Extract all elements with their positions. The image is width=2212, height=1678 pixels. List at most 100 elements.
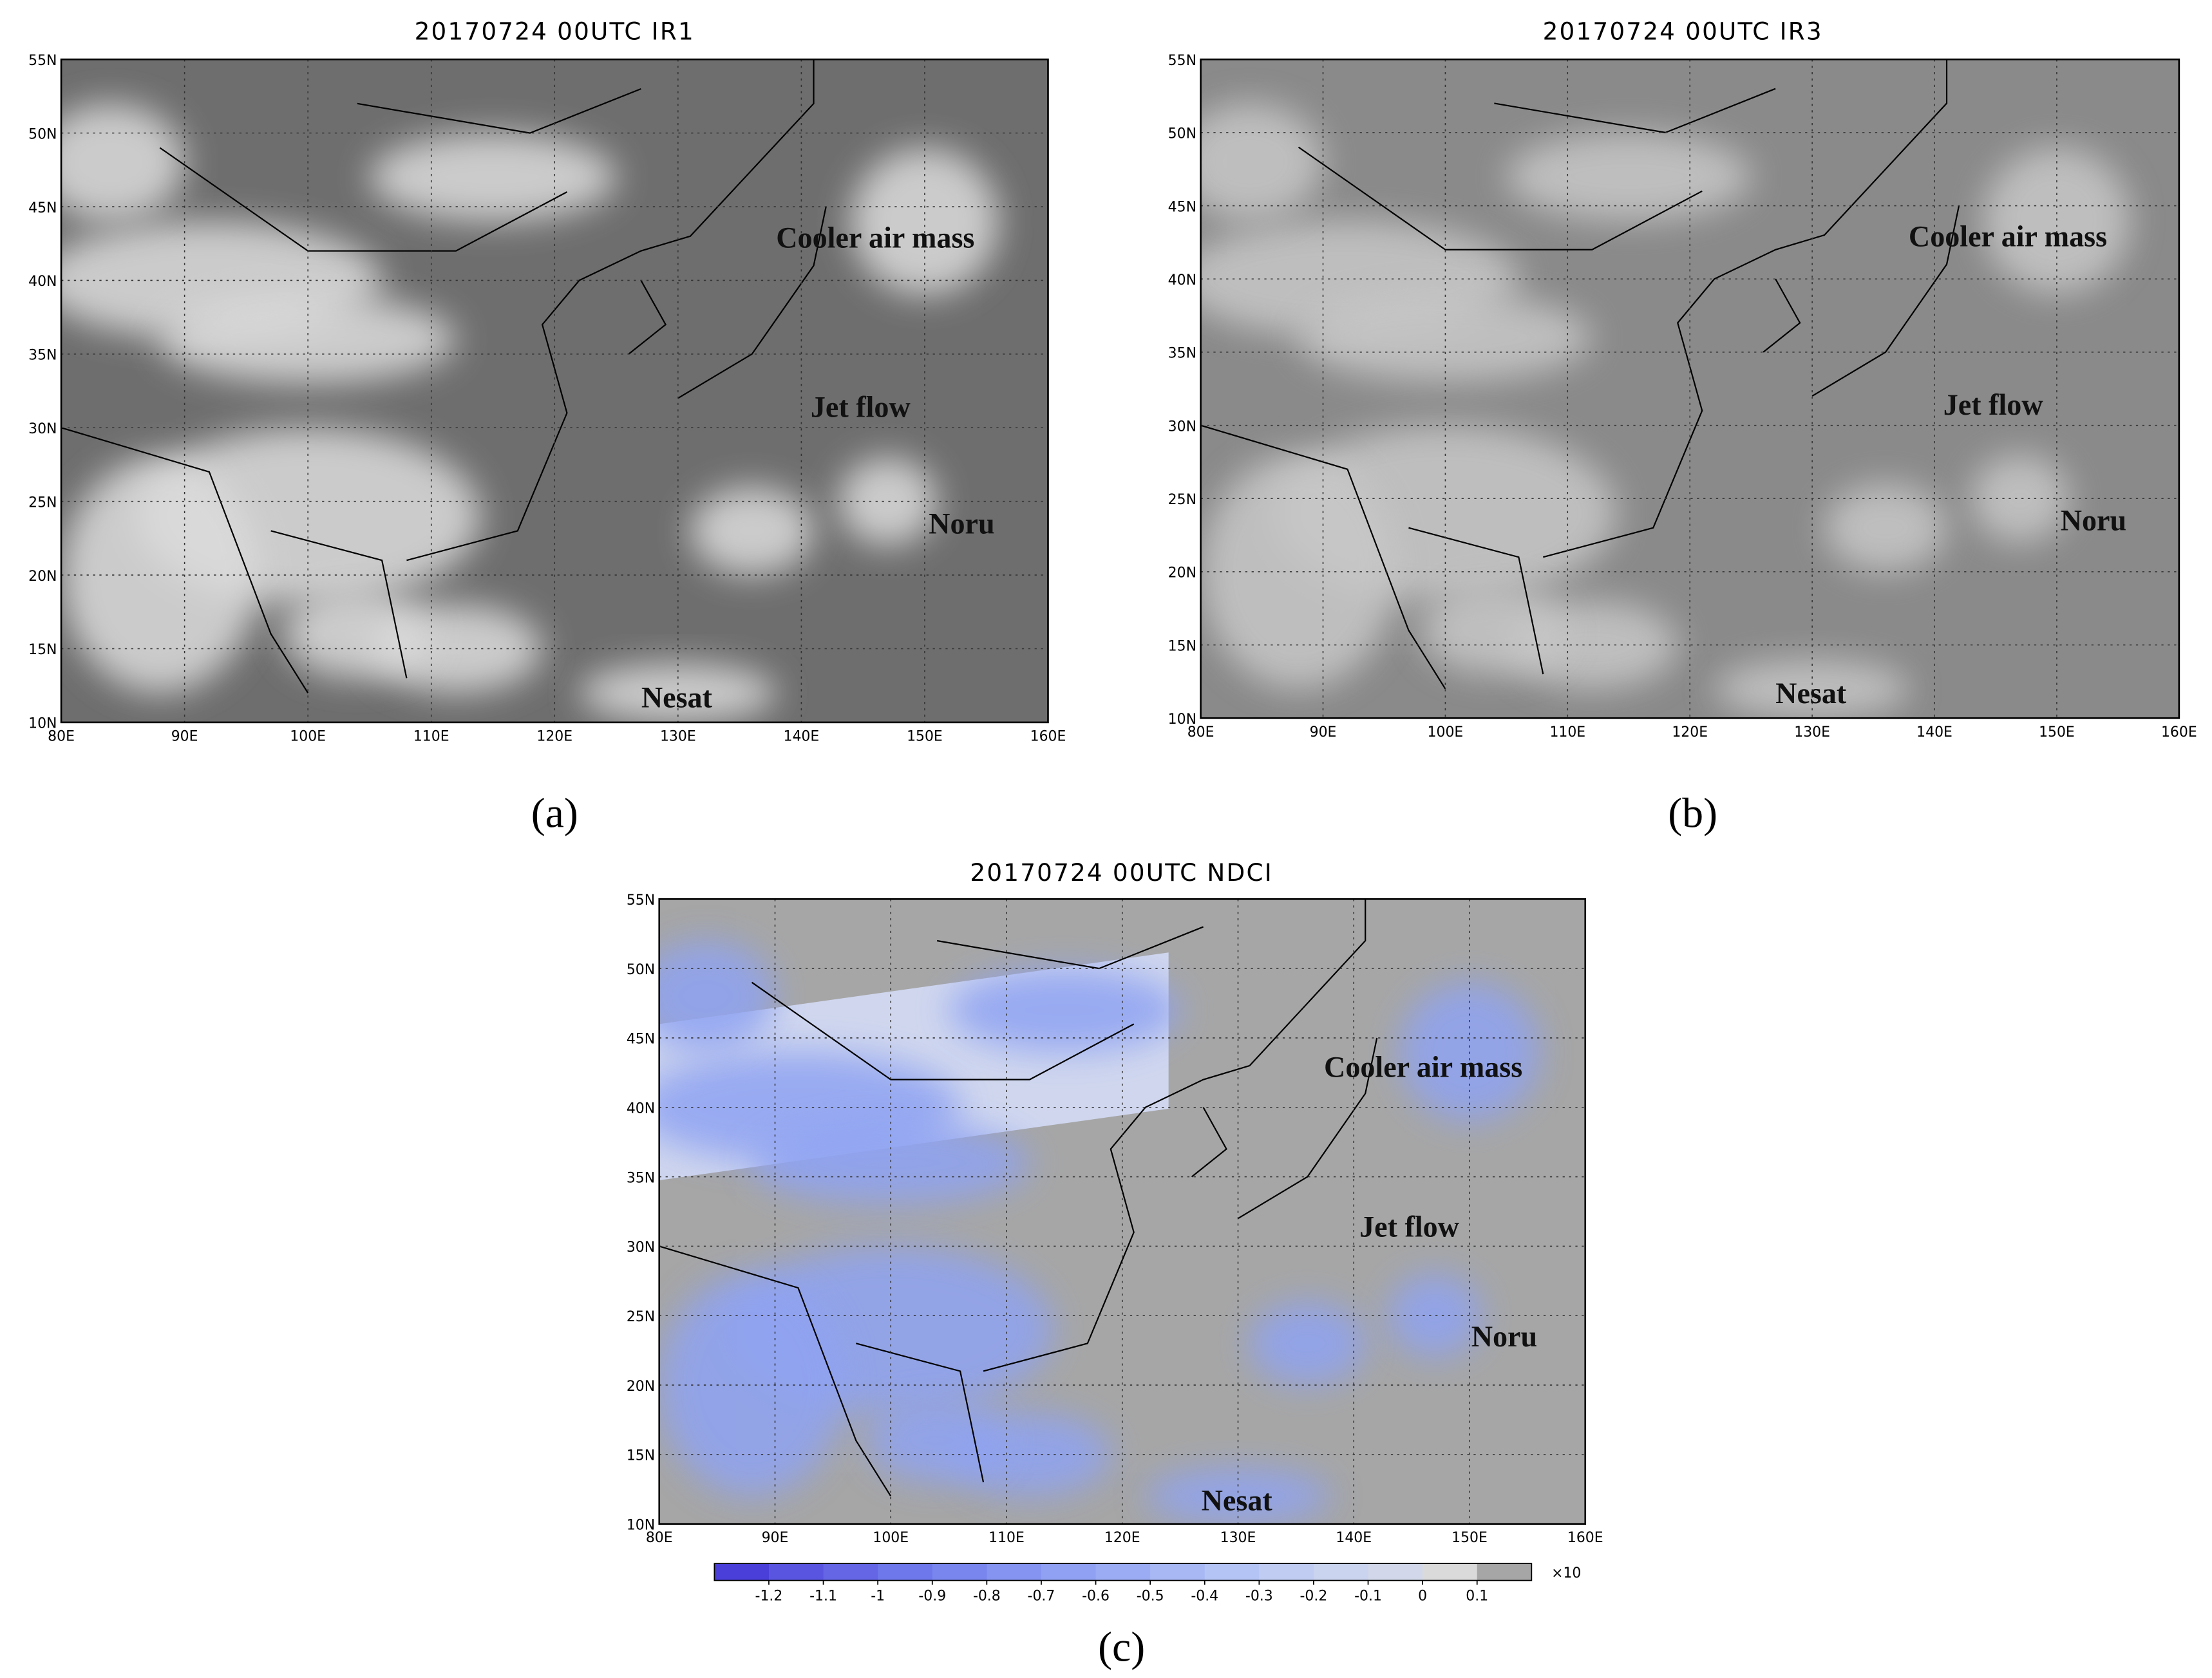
lat-tick-label: 30N (28, 421, 57, 437)
cloud (1714, 659, 1911, 719)
cloud (1200, 103, 1323, 221)
lon-tick-label: 110E (413, 728, 449, 744)
annotation: Jet flow (811, 391, 911, 424)
lat-tick-label: 55N (627, 892, 655, 909)
map-frame (1200, 58, 2180, 719)
cloud (690, 486, 814, 576)
cloud (1824, 484, 1947, 572)
lon-tick-label: 110E (988, 1530, 1025, 1546)
cloud (1971, 455, 2069, 543)
annotation: Noru (929, 507, 994, 540)
lat-tick-label: 15N (1168, 638, 1196, 654)
lat-tick-label: 10N (1168, 712, 1196, 728)
annotation: Nesat (1775, 677, 1847, 710)
lon-tick-label: 130E (660, 728, 696, 744)
lat-tick-label: 10N (28, 716, 57, 732)
lat-tick-label: 25N (1168, 492, 1196, 508)
colorbar-segment (1095, 1563, 1151, 1581)
colorbar-segment (932, 1563, 988, 1581)
annotation: Jet flow (1943, 388, 2044, 421)
lat-tick-label: 15N (28, 642, 57, 658)
cloud (283, 589, 431, 679)
cloud (1421, 586, 1568, 675)
annotation: Jet flow (1359, 1211, 1460, 1243)
lon-tick-label: 80E (48, 728, 75, 744)
colorbar-segment (1313, 1563, 1369, 1581)
lon-tick-label: 90E (171, 728, 198, 744)
panel-title: 20170724 00UTC IR1 (415, 17, 695, 45)
colorbar-multiplier: ×10 (1551, 1565, 1581, 1581)
lon-tick-label: 160E (1567, 1530, 1603, 1546)
colorbar-segment (1477, 1563, 1532, 1581)
lat-tick-label: 20N (627, 1379, 655, 1395)
colorbar-tick-label: -0.5 (1137, 1588, 1164, 1604)
lat-tick-label: 50N (28, 126, 57, 142)
colorbar-tick-label: -0.6 (1082, 1588, 1110, 1604)
lon-tick-label: 150E (1451, 1530, 1488, 1546)
lon-tick-label: 80E (646, 1530, 673, 1546)
lat-tick-label: 25N (28, 495, 57, 511)
lon-tick-label: 80E (1187, 724, 1215, 740)
panel-label: (b) (1668, 789, 1717, 836)
annotation: Cooler air mass (1909, 220, 2107, 253)
coastline (1200, 59, 1960, 690)
colorbar-tick-label: -0.3 (1245, 1588, 1273, 1604)
map-panel (61, 59, 1048, 722)
lat-tick-label: 40N (28, 274, 57, 290)
colorbar-segment (714, 1563, 770, 1581)
panel-title: 20170724 00UTC NDCI (970, 858, 1272, 887)
lon-tick-label: 140E (1916, 724, 1952, 740)
coastline (659, 899, 1378, 1497)
cloud (579, 663, 777, 722)
colorbar-tick-label: -1 (871, 1588, 885, 1604)
lat-tick-label: 55N (28, 53, 57, 69)
lat-tick-label: 40N (627, 1101, 655, 1117)
lat-tick-label: 30N (627, 1240, 655, 1256)
colorbar-segment (1259, 1563, 1314, 1581)
colorbar-segment (1368, 1563, 1423, 1581)
lat-tick-label: 45N (627, 1032, 655, 1048)
colorbar-tick-label: 0 (1418, 1588, 1427, 1604)
lon-tick-label: 120E (1672, 724, 1708, 740)
panel-title: 20170724 00UTC IR3 (1543, 17, 1823, 45)
lon-tick-label: 150E (907, 728, 943, 744)
lon-tick-label: 100E (1428, 724, 1464, 740)
cloud (1506, 132, 1752, 221)
annotation: Noru (2061, 504, 2126, 537)
lon-tick-label: 160E (1030, 728, 1066, 744)
colorbar-segment (987, 1563, 1042, 1581)
colorbar-segment (1204, 1563, 1260, 1581)
lat-tick-label: 20N (28, 569, 57, 585)
annotation: Nesat (641, 681, 713, 713)
colorbar-tick-label: -1.2 (755, 1588, 783, 1604)
cloud (1298, 293, 1593, 382)
lat-tick-label: 35N (1168, 346, 1196, 362)
cloud (949, 968, 1180, 1052)
lat-tick-label: 35N (627, 1170, 655, 1186)
colorbar-segment (1150, 1563, 1205, 1581)
lat-tick-label: 45N (1168, 199, 1196, 215)
lon-tick-label: 90E (1310, 724, 1337, 740)
colorbar-tick-label: -0.9 (918, 1588, 946, 1604)
lon-tick-label: 130E (1794, 724, 1830, 740)
cloud (659, 1274, 845, 1496)
lat-tick-label: 30N (1168, 419, 1196, 435)
lat-tick-label: 40N (1168, 272, 1196, 288)
annotation: Cooler air mass (1324, 1051, 1522, 1084)
coastline (61, 59, 827, 693)
lat-tick-label: 10N (627, 1517, 655, 1533)
lat-tick-label: 50N (627, 962, 655, 978)
panel-label: (c) (1098, 1624, 1145, 1671)
lon-tick-label: 110E (1549, 724, 1585, 740)
lat-tick-label: 45N (28, 200, 57, 216)
lat-tick-label: 15N (627, 1448, 655, 1464)
cloud (867, 1399, 1007, 1483)
colorbar-tick-label: -0.1 (1354, 1588, 1382, 1604)
lat-tick-label: 20N (1168, 565, 1196, 581)
colorbar-segment (878, 1563, 933, 1581)
cloud (1145, 1468, 1331, 1524)
cloud (61, 103, 185, 222)
map-frame (658, 898, 1587, 1525)
cloud (1249, 1301, 1366, 1386)
panel-label: (a) (531, 789, 578, 836)
